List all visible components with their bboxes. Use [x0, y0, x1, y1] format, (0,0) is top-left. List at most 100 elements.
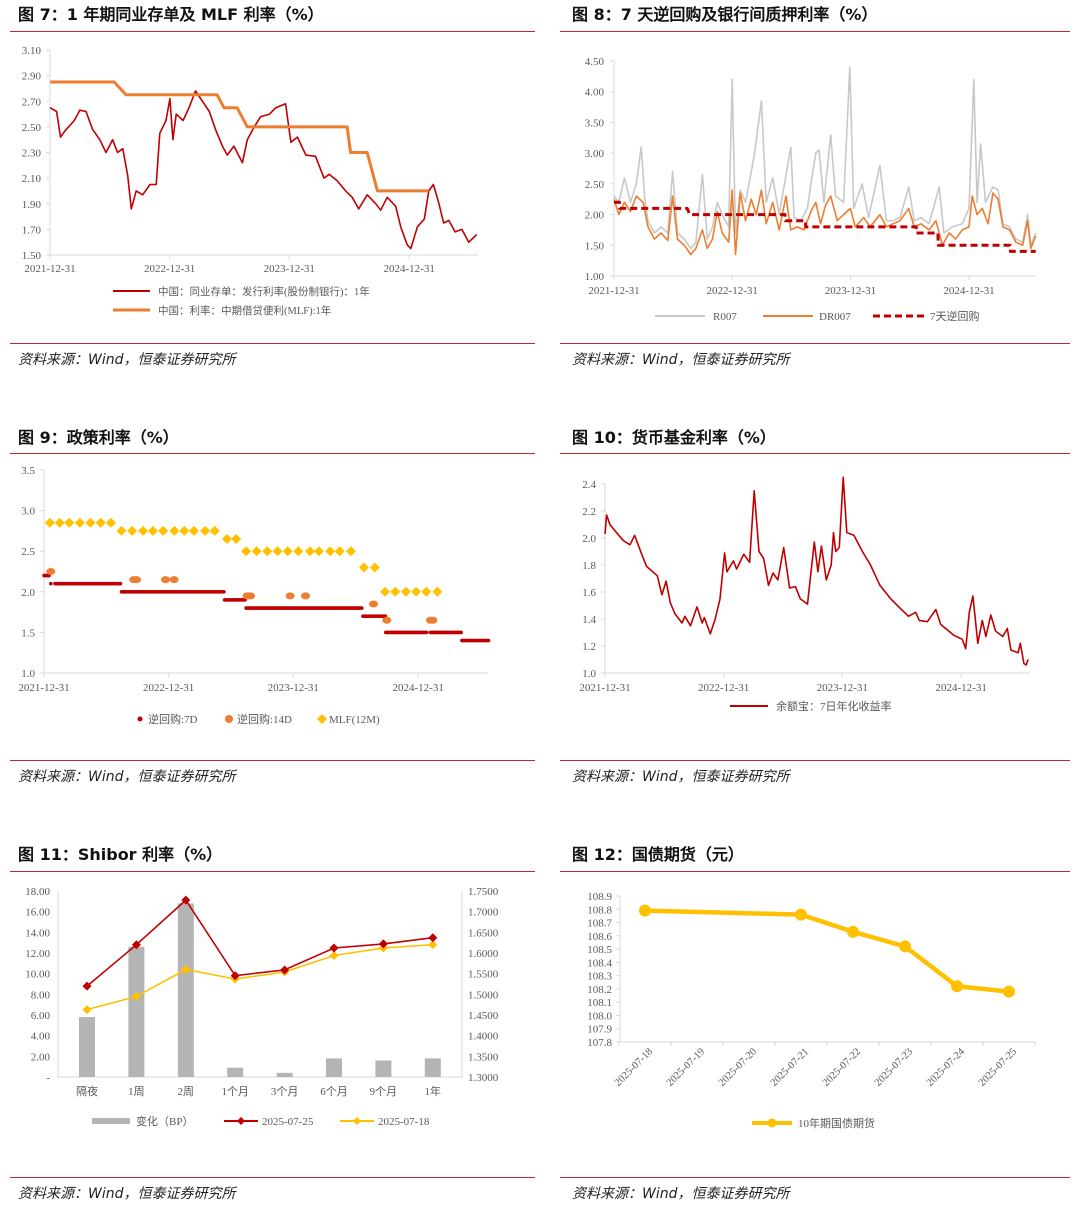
series-marker: [329, 943, 339, 953]
x-tick-label: 2022-12-31: [144, 263, 195, 275]
y2-tick-label: 1.6000: [468, 948, 499, 960]
x-tick-label: 2023-12-31: [825, 285, 876, 297]
point-mlf: [432, 586, 443, 597]
y-tick-label: 10.00: [25, 969, 50, 981]
y-tick-label: 6.00: [31, 1010, 51, 1022]
divider: [560, 453, 1070, 454]
y-tick-label: 2.0: [21, 587, 35, 599]
x-tick-label: 2021-12-31: [588, 285, 639, 297]
series-marker: [230, 971, 240, 981]
y-tick-label: 3.5: [21, 465, 35, 477]
y2-tick-label: 1.3500: [468, 1051, 499, 1063]
y-tick-label: 3.00: [585, 148, 605, 160]
bar: [227, 1067, 244, 1077]
y-tick-label: 2.0: [582, 533, 596, 545]
point-mlf: [116, 525, 127, 536]
y2-tick-label: 1.7500: [468, 886, 499, 898]
source-note: 资料来源：Wind，恒泰证券研究所: [18, 352, 236, 368]
y-tick-label: 108.7: [587, 918, 612, 930]
legend-label: 逆回购:14D: [237, 712, 292, 726]
y-tick-label: 12.00: [25, 948, 50, 960]
x-tick-label: 2024-12-31: [384, 263, 435, 275]
series-marker: [1003, 985, 1015, 998]
figure-title: 图 12：国债期货（元）: [572, 845, 744, 864]
y-tick-label: 2.70: [22, 96, 42, 108]
x-tick-label: 2025-07-20: [717, 1046, 759, 1088]
y-tick-label: 1.70: [22, 224, 42, 236]
source-note: 资料来源：Wind，恒泰证券研究所: [572, 1186, 790, 1202]
y-tick-label: 108.3: [587, 971, 612, 983]
legend-marker: [353, 1117, 361, 1125]
x-tick-label: 2021-12-31: [579, 682, 630, 694]
y-tick-label: 1.4: [582, 614, 596, 626]
point-mlf: [231, 534, 242, 545]
series-marker: [795, 908, 807, 921]
series-marker: [181, 965, 191, 975]
point-mlf: [390, 586, 401, 597]
y-tick-label: 1.50: [22, 250, 42, 262]
series-line-0: [613, 66, 1037, 250]
y-tick-label: 1.5: [21, 627, 35, 639]
y-tick-label: 3.50: [585, 117, 605, 129]
x-tick-label: 2周: [178, 1085, 195, 1098]
x-tick-label: 2025-07-18: [613, 1046, 655, 1088]
figure-title: 图 9：政策利率（%）: [18, 428, 179, 447]
x-tick-label: 2023-12-31: [817, 682, 868, 694]
series-line-2: [614, 200, 1036, 253]
y2-tick-label: 1.6500: [468, 927, 499, 939]
series-marker: [131, 991, 141, 1001]
divider: [560, 760, 1070, 761]
legend-label: R007: [713, 311, 737, 323]
series-marker: [280, 965, 290, 975]
point-mlf: [345, 546, 356, 557]
series-marker: [639, 904, 651, 917]
y-tick-label: -: [46, 1072, 50, 1084]
point-mlf: [95, 517, 106, 528]
y-tick-label: 108.1: [587, 997, 612, 1009]
source-note: 资料来源：Wind，恒泰证券研究所: [572, 769, 790, 785]
point-mlf: [304, 546, 315, 557]
source-note: 资料来源：Wind，恒泰证券研究所: [18, 1186, 236, 1202]
series-marker: [131, 940, 141, 950]
series-line-0: [49, 90, 478, 250]
y-tick-label: 1.50: [585, 240, 605, 252]
y2-tick-label: 1.4000: [468, 1031, 499, 1043]
divider: [560, 31, 1070, 32]
y-tick-label: 14.00: [25, 927, 50, 939]
series-line-1: [50, 80, 429, 193]
point-mlf: [411, 586, 422, 597]
point-mlf: [138, 525, 149, 536]
point-mlf: [334, 546, 345, 557]
divider: [10, 1177, 535, 1178]
legend-swatch-bar: [92, 1118, 130, 1124]
y2-tick-label: 1.3000: [468, 1072, 499, 1084]
y-tick-label: 3.10: [22, 45, 42, 57]
series-marker: [181, 895, 191, 905]
bar: [128, 946, 145, 1077]
y-tick-label: 18.00: [25, 886, 50, 898]
y-tick-label: 108.8: [587, 904, 612, 916]
y-tick-label: 4.00: [585, 87, 605, 99]
y-tick-label: 2.5: [21, 546, 35, 558]
x-tick-label: 2025-07-23: [873, 1046, 915, 1088]
point-14d: [368, 600, 378, 608]
x-tick-label: 2022-12-31: [707, 285, 758, 297]
y-tick-label: 3.0: [21, 506, 35, 518]
x-tick-label: 2025-07-21: [769, 1046, 811, 1088]
y-tick-label: 2.00: [31, 1051, 51, 1063]
y-tick-label: 1.2: [582, 641, 596, 653]
x-tick-label: 2024-12-31: [943, 285, 994, 297]
point-7d: [459, 630, 464, 635]
legend-label: 2025-07-25: [262, 1116, 314, 1128]
x-tick-label: 1年: [425, 1084, 442, 1098]
point-mlf: [241, 546, 252, 557]
legend-label: 2025-07-18: [378, 1116, 430, 1128]
y2-tick-label: 1.4500: [468, 1010, 499, 1022]
point-mlf: [158, 525, 169, 536]
point-mlf: [293, 546, 304, 557]
point-mlf: [169, 525, 180, 536]
series-marker: [428, 940, 438, 950]
point-mlf: [358, 562, 369, 573]
series-marker: [428, 933, 438, 943]
y-tick-label: 1.6: [582, 587, 596, 599]
